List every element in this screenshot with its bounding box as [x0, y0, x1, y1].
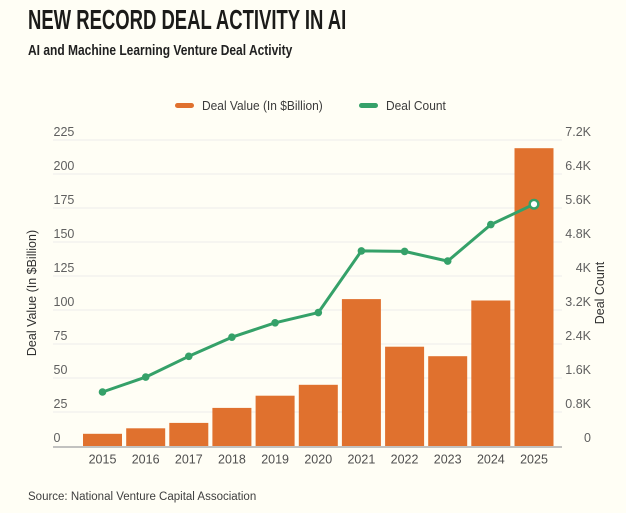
legend-item-deal-value: Deal Value (In $Billion) — [174, 98, 333, 113]
left-tick-label-0: 0 — [54, 431, 61, 445]
bar-2019 — [255, 395, 295, 446]
page-title: NEW RECORD DEAL ACTIVITY IN AI — [28, 4, 347, 35]
right-tick-label-0.8K: 0.8K — [565, 397, 591, 411]
left-tick-label-125: 125 — [54, 261, 75, 275]
right-tick-label-7.2K: 7.2K — [565, 125, 591, 139]
line-point-2023 — [443, 257, 452, 265]
left-axis-title: Deal Value (In $Billion) — [25, 230, 39, 356]
x-label-2022: 2022 — [391, 453, 419, 467]
right-tick-label-6.4K: 6.4K — [565, 159, 591, 173]
bar-2016 — [126, 428, 166, 446]
right-tick-label-2.4K: 2.4K — [565, 329, 591, 343]
x-label-2023: 2023 — [434, 453, 462, 467]
line-point-2024 — [487, 220, 495, 229]
right-tick-label-4.8K: 4.8K — [565, 227, 591, 241]
line-point-2020 — [314, 308, 323, 317]
right-tick-label-3.2K: 3.2K — [565, 295, 591, 309]
right-axis-title: Deal Count — [593, 261, 607, 324]
combo-chart: 0 0 25 0.8K 50 1.6K 75 2.4K 100 3.2K 125 4K 150 4.8K 1… — [25, 125, 607, 467]
bar-2017 — [169, 422, 209, 446]
right-tick-label-1.6K: 1.6K — [565, 363, 591, 377]
bar-2024 — [471, 300, 511, 446]
right-tick-label-5.6K: 5.6K — [565, 193, 591, 207]
bar-2021 — [341, 299, 381, 446]
left-tick-label-225: 225 — [54, 125, 75, 139]
bar-2025 — [514, 148, 554, 446]
line-point-2019 — [271, 319, 279, 327]
right-tick-label-0: 0 — [584, 431, 591, 445]
bar-2023 — [428, 356, 468, 446]
bar-2015 — [83, 433, 122, 446]
line-point-2015 — [98, 388, 107, 396]
left-tick-label-175: 175 — [54, 193, 75, 207]
legend: Deal Value (In $Billion) Deal Count — [0, 98, 626, 113]
left-tick-label-200: 200 — [54, 159, 75, 173]
line-point-2021 — [357, 247, 366, 255]
legend-label-deal-count: Deal Count — [386, 98, 446, 113]
bar-2018 — [212, 407, 252, 446]
line-point-2022 — [400, 247, 409, 256]
left-tick-label-150: 150 — [54, 227, 75, 241]
line-point-2025 — [528, 198, 540, 210]
bar-2020 — [298, 384, 338, 446]
x-label-2024: 2024 — [477, 453, 505, 467]
left-tick-label-50: 50 — [54, 363, 68, 377]
x-label-2020: 2020 — [304, 453, 332, 467]
bar-2022 — [385, 346, 425, 446]
left-tick-label-25: 25 — [54, 397, 68, 411]
page-subtitle: AI and Machine Learning Venture Deal Act… — [28, 42, 293, 59]
x-label-2015: 2015 — [89, 453, 117, 467]
left-tick-label-75: 75 — [54, 329, 68, 343]
x-label-2019: 2019 — [261, 453, 289, 467]
deal-count-dash-icon — [359, 103, 379, 108]
x-label-2016: 2016 — [132, 453, 160, 467]
legend-item-deal-count: Deal Count — [359, 98, 451, 113]
line-point-2016 — [141, 373, 150, 381]
right-tick-label-4K: 4K — [576, 261, 592, 275]
line-point-2017 — [185, 352, 193, 361]
line-point-2018 — [228, 333, 236, 341]
x-label-2021: 2021 — [347, 453, 375, 467]
left-tick-label-100: 100 — [54, 295, 75, 309]
x-label-2017: 2017 — [175, 453, 203, 467]
x-label-2025: 2025 — [520, 453, 548, 467]
deal-count-line — [101, 202, 536, 394]
deal-value-dash-icon — [174, 103, 194, 108]
source-note: Source: National Venture Capital Associa… — [28, 491, 257, 503]
legend-label-deal-value: Deal Value (In $Billion) — [201, 98, 323, 113]
x-label-2018: 2018 — [218, 453, 246, 467]
